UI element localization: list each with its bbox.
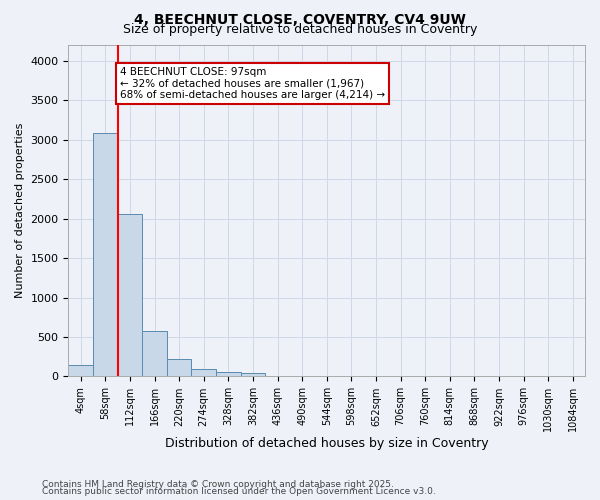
Text: Contains HM Land Registry data © Crown copyright and database right 2025.: Contains HM Land Registry data © Crown c…: [42, 480, 394, 489]
Bar: [68, 364, 93, 376]
Bar: [93, 134, 118, 376]
Bar: [167, 359, 191, 376]
Bar: [118, 214, 142, 376]
Bar: [241, 372, 265, 376]
Text: Size of property relative to detached houses in Coventry: Size of property relative to detached ho…: [123, 22, 477, 36]
Text: Contains public sector information licensed under the Open Government Licence v3: Contains public sector information licen…: [42, 487, 436, 496]
Text: 4, BEECHNUT CLOSE, COVENTRY, CV4 9UW: 4, BEECHNUT CLOSE, COVENTRY, CV4 9UW: [134, 12, 466, 26]
Bar: [191, 370, 216, 376]
Y-axis label: Number of detached properties: Number of detached properties: [15, 123, 25, 298]
Text: 4 BEECHNUT CLOSE: 97sqm
← 32% of detached houses are smaller (1,967)
68% of semi: 4 BEECHNUT CLOSE: 97sqm ← 32% of detache…: [120, 67, 385, 100]
Bar: [216, 372, 241, 376]
X-axis label: Distribution of detached houses by size in Coventry: Distribution of detached houses by size …: [165, 437, 488, 450]
Bar: [142, 330, 167, 376]
